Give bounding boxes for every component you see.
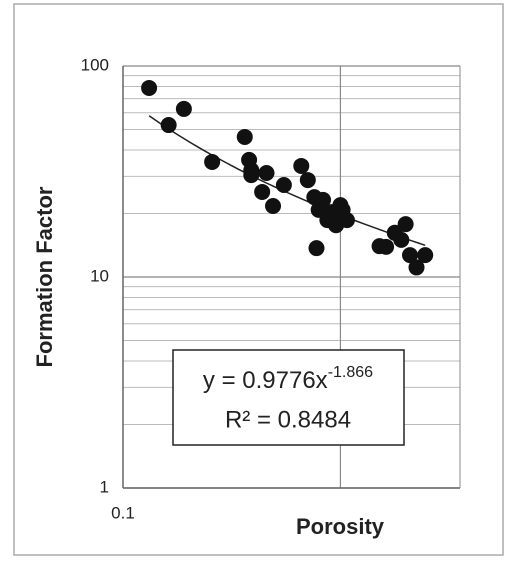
point xyxy=(258,165,275,182)
point xyxy=(315,191,332,208)
point xyxy=(397,216,414,233)
point xyxy=(160,117,177,134)
y-tick-label: 100 xyxy=(81,55,109,74)
marks xyxy=(141,79,434,276)
point xyxy=(141,79,158,96)
r-squared: R² = 0.8484 xyxy=(225,406,351,433)
point xyxy=(408,259,425,276)
x-tick-label: 0.1 xyxy=(111,503,135,522)
point xyxy=(204,153,221,170)
equation-box: y = 0.9776x-1.866 R² = 0.8484 xyxy=(172,349,405,446)
point xyxy=(417,247,434,264)
equation-exponent: -1.866 xyxy=(328,364,373,381)
y-tick-label: 1 xyxy=(100,477,109,496)
equation-frame xyxy=(172,349,405,446)
point xyxy=(265,198,282,215)
chart-frame xyxy=(13,3,504,556)
point xyxy=(401,247,418,264)
labels: Porosity Formation Factor 1 10 100 0.1 xyxy=(32,55,385,538)
point xyxy=(338,212,355,229)
equation-prefix: y = 0.9776x xyxy=(203,367,328,394)
point xyxy=(236,128,253,145)
y-tick-label: 10 xyxy=(90,266,109,285)
point xyxy=(393,231,410,248)
point xyxy=(254,183,271,200)
point xyxy=(275,176,292,193)
point xyxy=(308,240,325,257)
equation: y = 0.9776x-1.866 xyxy=(203,364,373,394)
trendline xyxy=(148,115,426,247)
point xyxy=(293,157,310,174)
point xyxy=(378,238,395,255)
y-axis-label: Formation Factor xyxy=(32,186,57,367)
point xyxy=(243,167,260,184)
x-axis-label: Porosity xyxy=(296,514,385,539)
point xyxy=(299,172,316,189)
point xyxy=(175,100,192,117)
